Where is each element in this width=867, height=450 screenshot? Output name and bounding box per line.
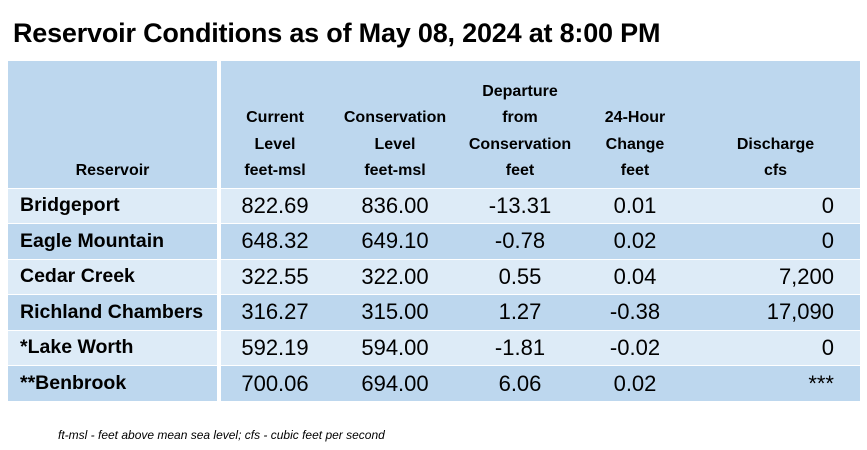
reservoir-name: **Benbrook (8, 365, 221, 401)
change-cell: 0.04 (579, 258, 691, 295)
change-cell: -0.02 (579, 329, 691, 366)
reservoir-table: Reservoir Current Level feet-msl Conserv… (8, 61, 860, 401)
discharge-cell: 0 (691, 187, 860, 224)
page-title: Reservoir Conditions as of May 08, 2024 … (13, 18, 661, 48)
header-unit: feet (620, 162, 650, 179)
reservoir-name: Richland Chambers (8, 294, 221, 330)
reservoir-name: *Lake Worth (8, 329, 221, 366)
table-row: Bridgeport 822.69 836.00 -13.31 0.01 0 (8, 187, 860, 224)
footnote: ft-msl - feet above mean sea level; cfs … (58, 428, 385, 442)
current-level-cell: 822.69 (219, 187, 329, 224)
conservation-level-cell: 322.00 (329, 258, 461, 295)
header-line: Change (605, 135, 665, 153)
table-row: Eagle Mountain 648.32 649.10 -0.78 0.02 … (8, 223, 860, 259)
header-discharge: Discharge cfs (691, 61, 860, 188)
header-current-level: Current Level feet-msl (219, 61, 329, 188)
current-level-cell: 322.55 (219, 258, 329, 295)
header-departure: Departure from Conservation feet (461, 61, 579, 188)
departure-cell: 0.55 (461, 258, 579, 295)
discharge-cell: 0 (691, 329, 860, 366)
change-cell: -0.38 (579, 294, 691, 330)
departure-cell: -1.81 (461, 329, 579, 366)
reservoir-name: Bridgeport (8, 187, 221, 224)
header-line: Conservation (468, 135, 572, 153)
header-reservoir: Reservoir (8, 61, 221, 188)
header-line: Level (254, 135, 296, 153)
header-unit: feet (505, 162, 535, 179)
header-line: Reservoir (75, 162, 150, 179)
table-row: Richland Chambers 316.27 315.00 1.27 -0.… (8, 294, 860, 330)
change-cell: 0.02 (579, 223, 691, 259)
conservation-level-cell: 649.10 (329, 223, 461, 259)
current-level-cell: 316.27 (219, 294, 329, 330)
header-line: Level (374, 135, 416, 153)
reservoir-name: Eagle Mountain (8, 223, 221, 259)
discharge-cell: 0 (691, 223, 860, 259)
current-level-cell: 648.32 (219, 223, 329, 259)
header-line: Current (246, 109, 304, 126)
conservation-level-cell: 694.00 (329, 365, 461, 401)
header-unit: cfs (763, 162, 788, 179)
header-unit: feet-msl (364, 162, 426, 179)
table-row: Cedar Creek 322.55 322.00 0.55 0.04 7,20… (8, 258, 860, 295)
header-line: from (502, 109, 538, 126)
departure-cell: -13.31 (461, 187, 579, 224)
discharge-cell: 17,090 (691, 294, 860, 330)
discharge-cell: 7,200 (691, 258, 860, 295)
current-level-cell: 592.19 (219, 329, 329, 366)
header-unit: feet-msl (244, 162, 306, 179)
header-line: 24-Hour (604, 109, 666, 126)
conservation-level-cell: 315.00 (329, 294, 461, 330)
header-conservation-level: Conservation Level feet-msl (329, 61, 461, 188)
header-row: Reservoir Current Level feet-msl Conserv… (8, 61, 860, 188)
change-cell: 0.01 (579, 187, 691, 224)
conservation-level-cell: 594.00 (329, 329, 461, 366)
header-line: Conservation (343, 109, 447, 126)
table-row: *Lake Worth 592.19 594.00 -1.81 -0.02 0 (8, 329, 860, 366)
table-row: **Benbrook 700.06 694.00 6.06 0.02 *** (8, 365, 860, 401)
header-24hour-change: 24-Hour Change feet (579, 61, 691, 188)
header-line: Discharge (736, 135, 815, 153)
departure-cell: 6.06 (461, 365, 579, 401)
current-level-cell: 700.06 (219, 365, 329, 401)
discharge-cell: *** (691, 365, 860, 401)
departure-cell: -0.78 (461, 223, 579, 259)
reservoir-name: Cedar Creek (8, 258, 221, 295)
change-cell: 0.02 (579, 365, 691, 401)
conservation-level-cell: 836.00 (329, 187, 461, 224)
departure-cell: 1.27 (461, 294, 579, 330)
header-line: Departure (482, 82, 558, 100)
